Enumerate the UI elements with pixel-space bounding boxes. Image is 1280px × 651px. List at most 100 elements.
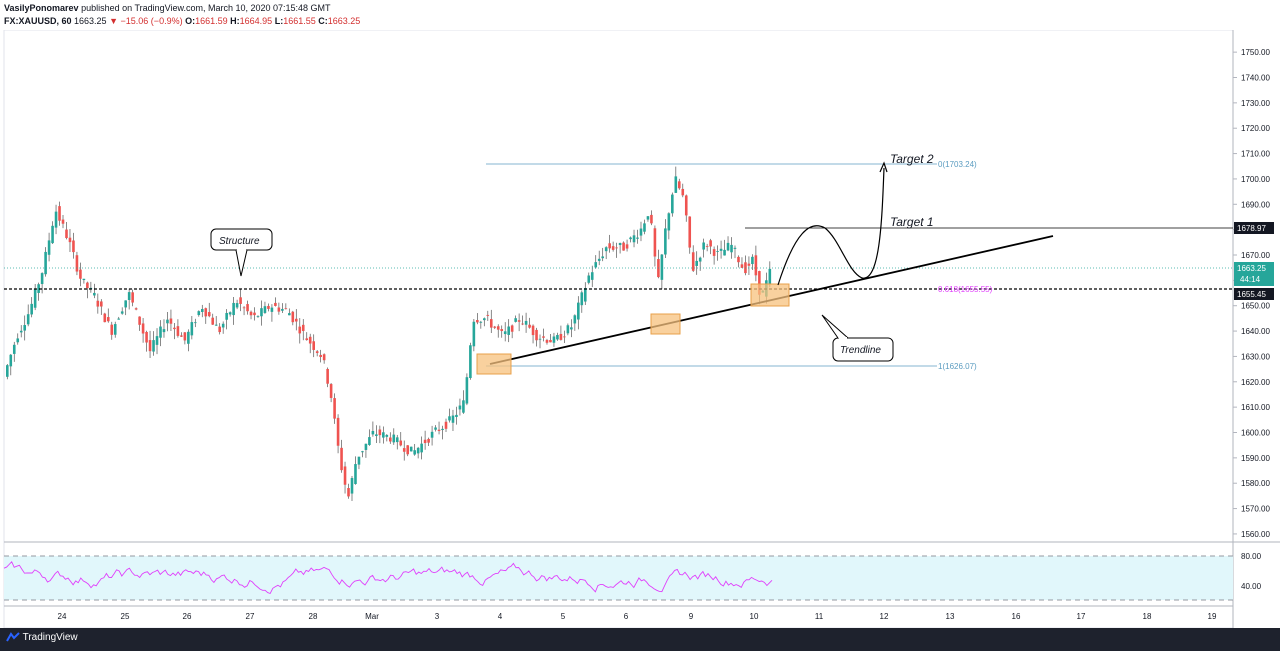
candle xyxy=(12,341,16,362)
candle xyxy=(225,309,228,330)
candle xyxy=(47,232,51,262)
candle xyxy=(110,321,114,340)
candle xyxy=(58,201,61,226)
candle xyxy=(221,321,225,334)
candle xyxy=(44,247,47,277)
candle xyxy=(336,414,340,454)
change: −15.06 (−0.9%) xyxy=(120,16,183,26)
candle xyxy=(430,425,434,446)
candle xyxy=(768,261,772,288)
candle xyxy=(528,317,531,329)
candle xyxy=(507,319,510,343)
candle xyxy=(455,406,458,425)
candle xyxy=(566,323,570,336)
candle xyxy=(500,325,504,338)
candle xyxy=(333,393,336,424)
candle xyxy=(253,307,256,321)
candle xyxy=(517,313,521,332)
candle xyxy=(239,289,242,312)
candle xyxy=(674,166,678,193)
candle xyxy=(563,330,566,344)
candle xyxy=(462,390,465,414)
projection-arrow xyxy=(879,161,888,173)
candle xyxy=(315,350,319,357)
x-tick-label: 24 xyxy=(58,612,67,621)
candle xyxy=(389,432,392,444)
candle xyxy=(357,456,361,470)
fib-level-0-label: 0(1703.24) xyxy=(938,160,977,169)
candle xyxy=(96,293,100,314)
candle xyxy=(691,245,695,272)
x-tick-label: Mar xyxy=(365,612,379,621)
candle xyxy=(343,461,347,494)
candle xyxy=(291,310,295,326)
candle xyxy=(322,353,326,364)
candle xyxy=(479,320,483,329)
candle xyxy=(235,299,239,310)
candle xyxy=(270,304,274,322)
candle xyxy=(100,299,103,315)
x-tick-label: 19 xyxy=(1208,612,1217,621)
x-tick-label: 11 xyxy=(815,612,824,621)
x-tick-label: 4 xyxy=(498,612,503,621)
y-tick-label: 1670.00 xyxy=(1241,251,1270,260)
candle xyxy=(246,300,249,315)
candle xyxy=(117,316,121,320)
close-value: 1663.25 xyxy=(327,16,361,26)
candle xyxy=(347,483,350,499)
candle xyxy=(113,321,117,338)
candle xyxy=(228,311,232,317)
candle xyxy=(437,421,441,435)
candle xyxy=(75,251,79,276)
candle xyxy=(242,306,246,316)
candle xyxy=(604,246,608,260)
publish-line: VasilyPonomarev published on TradingView… xyxy=(4,3,331,13)
candle xyxy=(726,236,730,252)
y-tick-label: 1590.00 xyxy=(1241,454,1270,463)
candle xyxy=(597,250,601,266)
y-tick-label: 1740.00 xyxy=(1241,74,1270,83)
high-label: H: xyxy=(230,16,240,26)
candle xyxy=(695,251,698,275)
candle xyxy=(423,430,427,450)
trendline-label: Trendline xyxy=(840,345,881,356)
candle xyxy=(340,439,343,473)
y-tick-label: 1700.00 xyxy=(1241,175,1270,184)
candle xyxy=(496,324,500,338)
candle xyxy=(510,324,514,339)
support-price-text: 1655.45 xyxy=(1237,290,1266,299)
publisher-name[interactable]: VasilyPonomarev xyxy=(4,3,79,13)
y-tick-label: 1560.00 xyxy=(1241,530,1270,539)
candle xyxy=(61,214,65,229)
candle xyxy=(329,383,333,403)
candle xyxy=(469,342,472,380)
candle xyxy=(493,325,497,330)
y-tick-label: 1750.00 xyxy=(1241,48,1270,57)
candle xyxy=(152,331,155,356)
candle xyxy=(368,429,371,446)
candle xyxy=(636,229,639,244)
candle xyxy=(747,256,751,275)
candle xyxy=(86,281,89,299)
candle xyxy=(552,332,556,347)
candle xyxy=(371,421,375,437)
candle xyxy=(395,434,399,450)
x-tick-label: 28 xyxy=(309,612,318,621)
candle xyxy=(79,262,82,287)
candle xyxy=(176,319,180,338)
candle xyxy=(684,194,688,222)
symbol[interactable]: FX:XAUUSD, 60 xyxy=(4,16,72,26)
candle xyxy=(72,232,75,259)
candle xyxy=(9,353,13,376)
tradingview-logo[interactable]: TradingView xyxy=(6,632,78,643)
candle xyxy=(531,324,535,344)
target1-label: Target 1 xyxy=(890,215,934,229)
candle xyxy=(375,425,378,444)
candle xyxy=(169,309,173,332)
candle xyxy=(570,319,573,338)
candle xyxy=(155,328,159,355)
candle xyxy=(19,325,23,338)
candle xyxy=(281,303,284,313)
y-tick-label: 1640.00 xyxy=(1241,327,1270,336)
